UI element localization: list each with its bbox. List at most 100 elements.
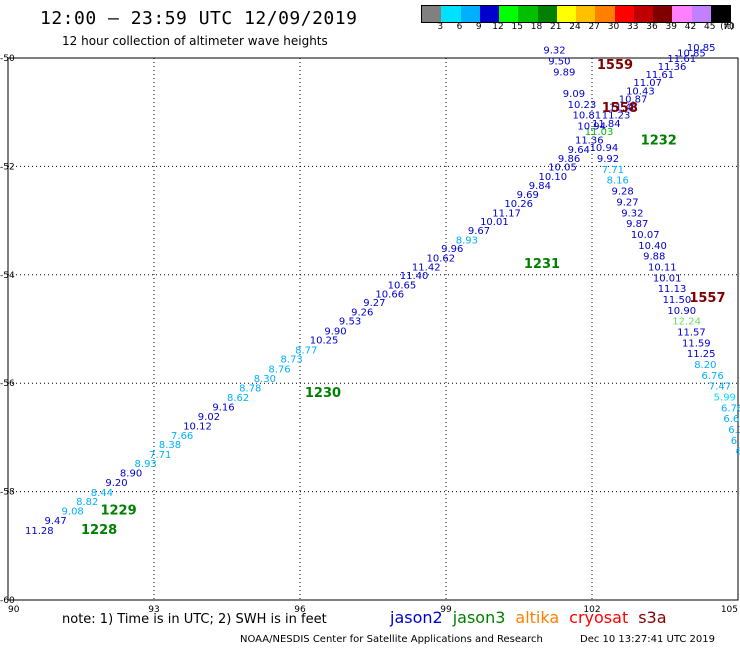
color-scale-label: 9 (475, 22, 482, 32)
wave-height-point: 11.40 (400, 271, 429, 282)
color-swatch (441, 6, 461, 22)
wave-height-point: 11.07 (633, 78, 662, 89)
wave-height-point: 7.71 (602, 165, 624, 176)
wave-height-point: 11.42 (412, 262, 441, 273)
wave-height-point: 6 (736, 447, 740, 458)
color-scale-label: 3 (437, 22, 444, 32)
wave-height-point: 9.84 (529, 181, 551, 192)
wave-height-point: 9.26 (351, 307, 373, 318)
color-swatch (614, 6, 634, 22)
wave-height-point: 7.47 (709, 382, 731, 393)
wave-height-point: 11.59 (682, 338, 711, 349)
color-scale-label: 12 (492, 22, 504, 32)
x-tick-label: 90 (8, 605, 20, 615)
wave-height-point: 11.36 (658, 62, 687, 73)
wave-height-point: 11.50 (663, 295, 692, 306)
wave-height-point: 10.65 (388, 280, 417, 291)
wave-height-point: 9.32 (621, 208, 643, 219)
color-swatch (422, 6, 442, 22)
chart-subtitle: 12 hour collection of altimeter wave hei… (62, 34, 328, 48)
track-label: 1232 (641, 134, 677, 149)
wave-height-point: 11.03 (585, 127, 614, 138)
footer-credit: NOAA/NESDIS Center for Satellite Applica… (240, 634, 543, 645)
wave-height-point: 8.44 (91, 488, 113, 499)
wave-height-point: 10.43 (626, 86, 655, 97)
color-scale-label: 39 (665, 22, 677, 32)
wave-height-point: 10.23 (568, 100, 597, 111)
legend-item: cryosat (569, 608, 629, 627)
y-tick-label: -58 (0, 488, 15, 498)
legend-item: jason3 (452, 608, 506, 627)
wave-height-point: 9.90 (324, 326, 346, 337)
wave-height-point: 9.02 (198, 412, 220, 423)
wave-height-point: 9.08 (62, 506, 84, 517)
track-label: 1559 (597, 58, 633, 73)
wave-height-point: 9.32 (543, 46, 565, 57)
track-label: 1231 (524, 257, 560, 272)
wave-height-point: 8.38 (159, 440, 181, 451)
y-tick-label: -52 (0, 162, 15, 172)
wave-height-point: 10.62 (427, 253, 456, 264)
wave-height-point: 6.76 (721, 403, 740, 414)
wave-height-point: 10.81 (573, 111, 602, 122)
wave-height-point: 10.85 (677, 48, 706, 59)
wave-height-point: 11.17 (492, 208, 521, 219)
wave-height-point: 11.13 (658, 284, 687, 295)
wave-height-point: 10.01 (653, 273, 682, 284)
wave-height-point: 8.93 (135, 459, 157, 470)
y-tick-label: -50 (0, 54, 15, 64)
wave-height-point: 11.61 (646, 70, 675, 81)
wave-height-point: 8.16 (607, 176, 629, 187)
color-scale-label: 27 (588, 22, 600, 32)
color-swatch (672, 6, 692, 22)
x-tick-label: 96 (294, 605, 306, 615)
wave-height-point: 12.24 (672, 317, 701, 328)
color-scale-label: 33 (627, 22, 639, 32)
wave-height-point: 9.53 (339, 317, 361, 328)
color-swatch (653, 6, 673, 22)
wave-height-point: 6.76 (702, 371, 724, 382)
color-swatch (595, 6, 615, 22)
wave-height-point: 9.96 (441, 244, 463, 255)
color-scale-label: 36 (646, 22, 658, 32)
wave-height-point: 10.85 (687, 43, 716, 54)
color-scale-label: 18 (530, 22, 543, 32)
wave-height-point: 9.28 (611, 187, 633, 198)
wave-height-point: 5.99 (714, 393, 736, 404)
wave-height-point: 9.89 (553, 67, 575, 78)
color-scale-label: 15 (511, 22, 523, 32)
wave-height-point: 10.94 (590, 143, 619, 154)
color-scale-label: 21 (550, 22, 562, 32)
color-scale-unit: (ft) (720, 22, 734, 32)
color-swatch (537, 6, 557, 22)
color-scale-label: 45 (704, 22, 716, 32)
wave-height-point: 11.84 (592, 119, 621, 130)
wave-height-point: 10.07 (631, 230, 660, 241)
wave-height-point: 8.76 (268, 364, 290, 375)
wave-height-point: 9.87 (626, 219, 648, 230)
wave-height-point: 10.90 (667, 306, 696, 317)
wave-height-point: 11.61 (667, 54, 696, 65)
track-label: 1230 (305, 386, 341, 401)
wave-height-point: 8.78 (239, 383, 261, 394)
color-scale-bar (421, 5, 731, 23)
wave-height-point: 9.69 (517, 190, 539, 201)
wave-height-point: 9.09 (563, 89, 585, 100)
wave-height-point: 9.88 (643, 252, 665, 263)
track-label: 1229 (100, 503, 136, 518)
chart-title: 12:00 – 23:59 UTC 12/09/2019 (40, 8, 358, 29)
wave-height-point: 7.71 (149, 450, 171, 461)
wave-height-point: 8.62 (227, 393, 249, 404)
color-swatch (710, 6, 730, 22)
color-swatch (499, 6, 519, 22)
wave-height-point: 10.26 (504, 199, 533, 210)
legend-item: jason2 (390, 608, 443, 627)
wave-height-point: 8.93 (456, 235, 478, 246)
wave-height-point: 9.67 (468, 226, 490, 237)
color-scale-label: 6 (456, 22, 463, 32)
wave-height-point: 11.25 (687, 349, 716, 360)
track-label: 1557 (689, 291, 725, 306)
footer-timestamp: Dec 10 13:27:41 UTC 2019 (580, 634, 715, 645)
color-scale-label: 30 (607, 22, 620, 32)
wave-height-point: 9.20 (105, 478, 127, 489)
